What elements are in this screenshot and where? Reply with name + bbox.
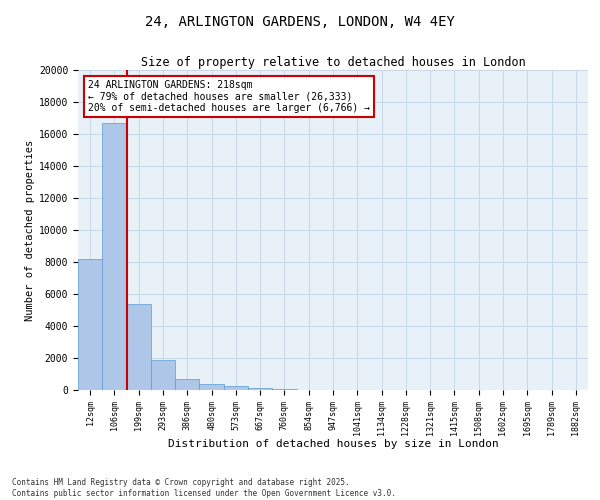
Bar xyxy=(151,360,175,390)
Bar xyxy=(78,259,102,390)
Title: Size of property relative to detached houses in London: Size of property relative to detached ho… xyxy=(140,56,526,69)
Bar xyxy=(224,386,248,390)
X-axis label: Distribution of detached houses by size in London: Distribution of detached houses by size … xyxy=(167,439,499,449)
Y-axis label: Number of detached properties: Number of detached properties xyxy=(25,140,35,320)
Text: 24 ARLINGTON GARDENS: 218sqm
← 79% of detached houses are smaller (26,333)
20% o: 24 ARLINGTON GARDENS: 218sqm ← 79% of de… xyxy=(88,80,370,113)
Bar xyxy=(175,379,199,390)
Bar xyxy=(272,389,296,390)
Bar xyxy=(102,123,127,390)
Bar xyxy=(199,384,224,390)
Text: Contains HM Land Registry data © Crown copyright and database right 2025.
Contai: Contains HM Land Registry data © Crown c… xyxy=(12,478,396,498)
Text: 24, ARLINGTON GARDENS, LONDON, W4 4EY: 24, ARLINGTON GARDENS, LONDON, W4 4EY xyxy=(145,15,455,29)
Bar xyxy=(248,388,272,390)
Bar xyxy=(127,304,151,390)
